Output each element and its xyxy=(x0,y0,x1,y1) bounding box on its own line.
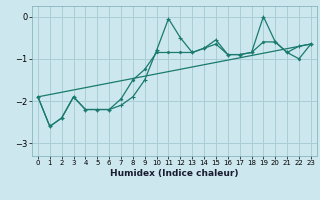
X-axis label: Humidex (Indice chaleur): Humidex (Indice chaleur) xyxy=(110,169,239,178)
